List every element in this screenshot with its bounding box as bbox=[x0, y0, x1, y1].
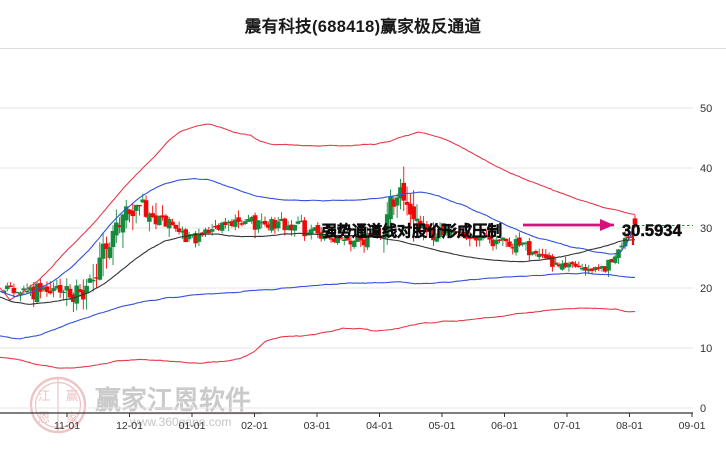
svg-text:03-01: 03-01 bbox=[304, 420, 331, 432]
svg-text:06-01: 06-01 bbox=[491, 420, 518, 432]
svg-text:赢家江恩软件: 赢家江恩软件 bbox=[95, 385, 251, 415]
svg-text:30: 30 bbox=[700, 223, 712, 235]
svg-text:50: 50 bbox=[700, 103, 712, 115]
svg-text:江: 江 bbox=[38, 389, 51, 403]
svg-text:08-01: 08-01 bbox=[616, 420, 643, 432]
svg-text:05-01: 05-01 bbox=[429, 420, 456, 432]
svg-text:强势通道线对股价形成压制: 强势通道线对股价形成压制 bbox=[322, 222, 502, 240]
svg-text:01-01: 01-01 bbox=[179, 420, 206, 432]
svg-text:04-01: 04-01 bbox=[366, 420, 393, 432]
svg-text:02-01: 02-01 bbox=[241, 420, 268, 432]
svg-text:40: 40 bbox=[700, 163, 712, 175]
svg-text:07-01: 07-01 bbox=[554, 420, 581, 432]
svg-text:30.5934: 30.5934 bbox=[622, 222, 682, 240]
svg-text:赢: 赢 bbox=[66, 388, 79, 403]
svg-text:0: 0 bbox=[700, 403, 706, 415]
svg-text:09-01: 09-01 bbox=[679, 420, 706, 432]
svg-text:20: 20 bbox=[700, 283, 712, 295]
svg-text:10: 10 bbox=[700, 343, 712, 355]
svg-text:12-01: 12-01 bbox=[116, 420, 143, 432]
svg-text:11-01: 11-01 bbox=[54, 420, 80, 432]
